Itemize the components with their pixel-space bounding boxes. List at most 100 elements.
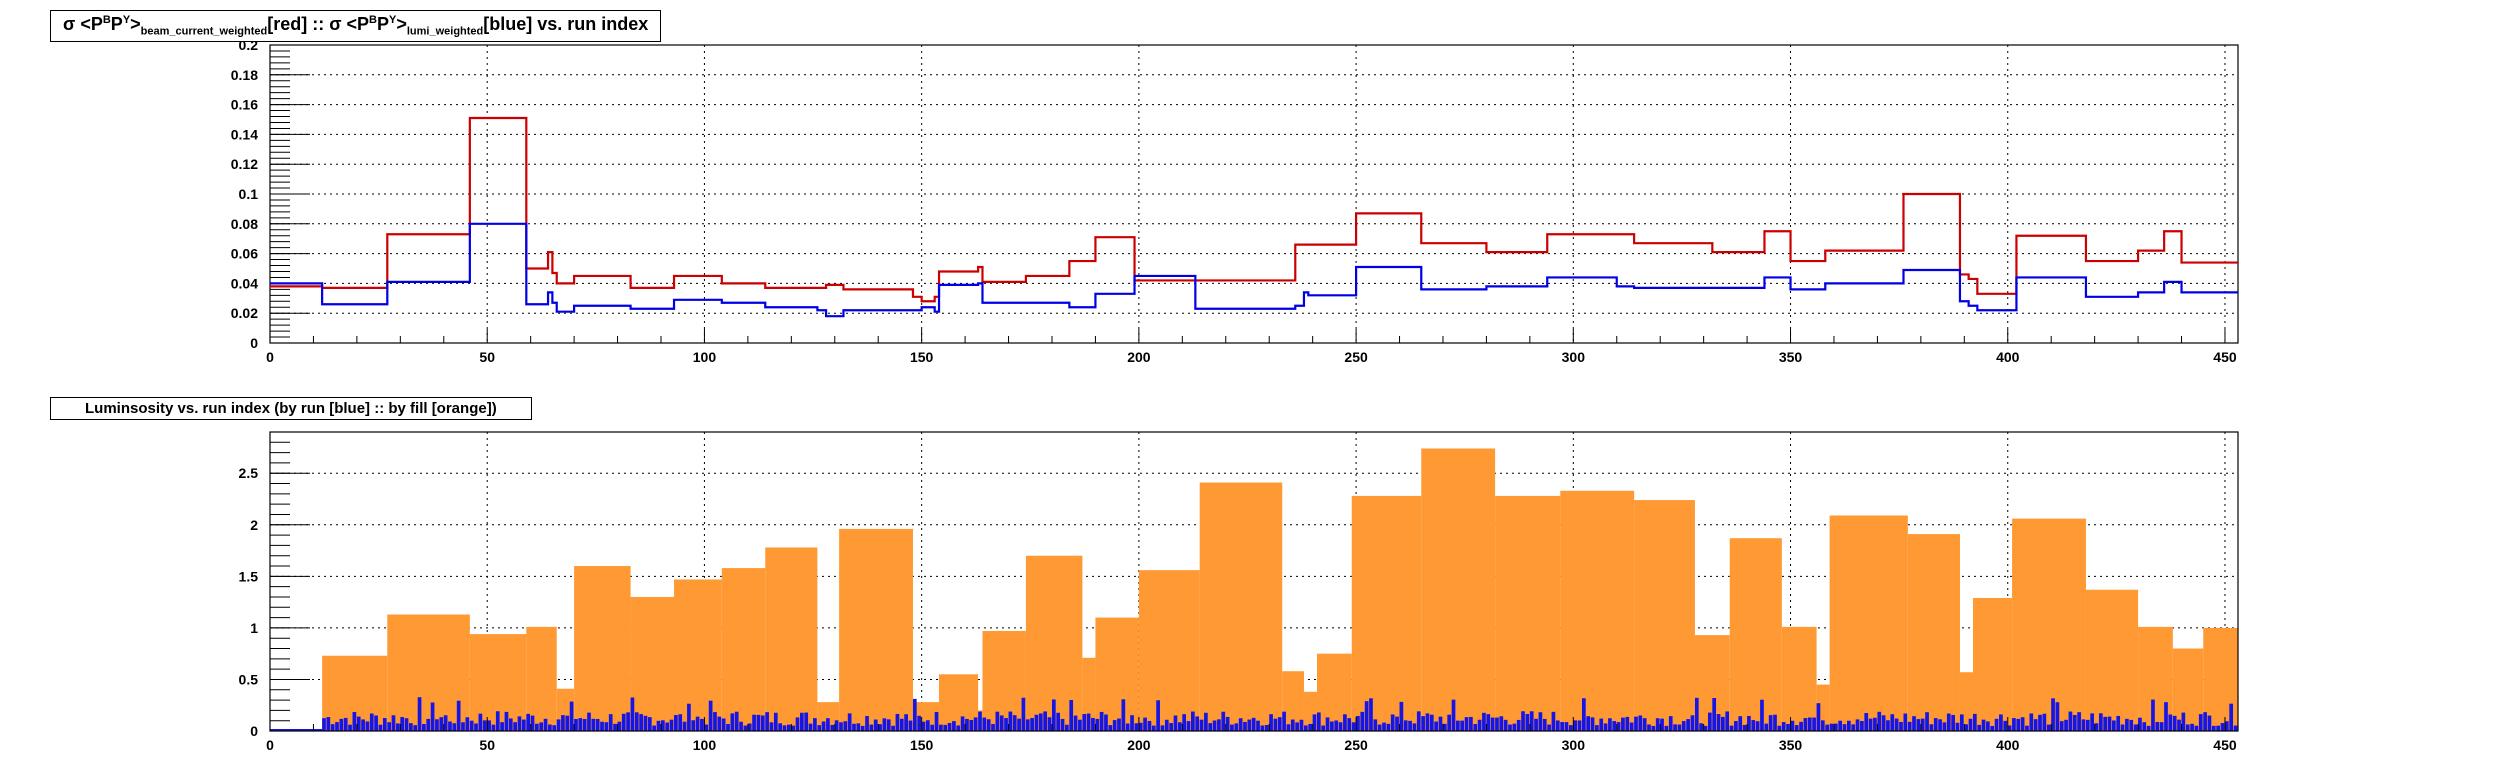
run-bar [1551, 711, 1556, 731]
run-bar [2051, 698, 2055, 731]
run-bar [1747, 715, 1751, 731]
run-bar [917, 715, 922, 731]
run-bar [535, 723, 539, 731]
run-bar [747, 723, 752, 731]
run-bar [665, 722, 670, 731]
run-bar [1099, 711, 1104, 731]
run-bar [1825, 724, 1829, 731]
run-bar [1065, 724, 1069, 731]
run-bar [939, 724, 943, 731]
run-bar [1951, 714, 1955, 731]
run-bar [2155, 722, 2160, 731]
run-bar [1690, 715, 1695, 731]
run-bar [1117, 718, 1121, 731]
fill-bar [1729, 538, 1782, 731]
run-bar [587, 712, 591, 731]
run-bar [1760, 699, 1764, 731]
run-bar [361, 719, 365, 731]
bot-xtick-label: 50 [479, 737, 495, 753]
run-bar [530, 715, 535, 731]
run-bar [2159, 722, 2164, 731]
run-bar [674, 715, 678, 731]
run-bar [608, 714, 613, 731]
run-bar [1577, 720, 1582, 731]
run-bar [1538, 712, 1543, 731]
run-bar [487, 720, 491, 731]
run-bar [1160, 725, 1165, 731]
fill-bar [982, 630, 1026, 731]
run-bar [1933, 718, 1938, 731]
bot-xtick-label: 0 [266, 737, 274, 753]
run-bar [409, 723, 413, 731]
run-bar [1364, 701, 1369, 731]
run-bar [1369, 698, 1373, 731]
run-bar [1204, 712, 1208, 731]
run-bar [978, 711, 982, 731]
run-bar [1564, 722, 1569, 731]
run-bar [2116, 715, 2121, 731]
run-bar [1707, 712, 1712, 731]
run-bar [960, 716, 965, 731]
run-bar [1125, 723, 1130, 731]
bot-ytick-label: 1.5 [239, 568, 259, 584]
run-bar [1508, 724, 1512, 731]
run-bar [1395, 716, 1399, 731]
run-bar [1069, 700, 1074, 731]
run-bar [1599, 718, 1604, 731]
run-bar [1025, 719, 1030, 731]
run-bar [860, 725, 865, 731]
run-bar [465, 717, 470, 731]
run-bar [2129, 719, 2134, 731]
run-bar [2211, 725, 2216, 731]
run-bar [1868, 718, 1873, 731]
top-ytick-label: 0 [250, 335, 258, 351]
run-bar [1290, 719, 1295, 731]
run-bar [1143, 717, 1147, 731]
bot-xtick-label: 350 [1779, 737, 1803, 753]
run-bar [1764, 723, 1769, 731]
run-bar [1051, 699, 1056, 731]
run-bar [1312, 714, 1317, 731]
run-bar [391, 715, 396, 731]
run-bar [2198, 714, 2203, 731]
run-bar [539, 722, 544, 731]
run-bar [1899, 721, 1903, 731]
run-bar [782, 725, 787, 731]
top-plot-grid [270, 45, 2238, 343]
run-bar [1456, 720, 1460, 731]
run-bar [1260, 725, 1265, 731]
run-bar [1390, 714, 1395, 731]
run-bar [456, 700, 461, 731]
run-bar [873, 719, 878, 731]
run-bar [639, 714, 643, 731]
run-bar [834, 720, 839, 731]
run-bar [1008, 711, 1013, 731]
run-bar [1816, 703, 1821, 731]
run-bar [1625, 716, 1630, 731]
run-bar [1360, 711, 1365, 731]
run-bar [878, 724, 882, 731]
run-bar [1095, 718, 1100, 731]
bot-xtick-label: 450 [2213, 737, 2237, 753]
run-bar [1482, 712, 1486, 731]
fill-bar [674, 579, 722, 731]
top-xtick-label: 400 [1996, 349, 2020, 365]
run-bar [687, 703, 691, 731]
run-bar [1091, 717, 1095, 731]
fill-bar [721, 568, 766, 731]
run-bar [448, 721, 452, 731]
run-bar [1221, 711, 1226, 731]
run-bar [830, 724, 835, 731]
run-bar [378, 724, 383, 731]
run-bar [908, 720, 913, 731]
run-bar [1486, 714, 1491, 731]
run-bar [1651, 725, 1656, 731]
run-bar [1729, 725, 1734, 731]
run-bar [804, 712, 809, 731]
run-bar [2090, 713, 2094, 731]
run-bar [1990, 725, 1995, 731]
run-bar [2098, 713, 2103, 731]
run-bar [1595, 725, 1599, 731]
run-bar [2007, 725, 2012, 731]
